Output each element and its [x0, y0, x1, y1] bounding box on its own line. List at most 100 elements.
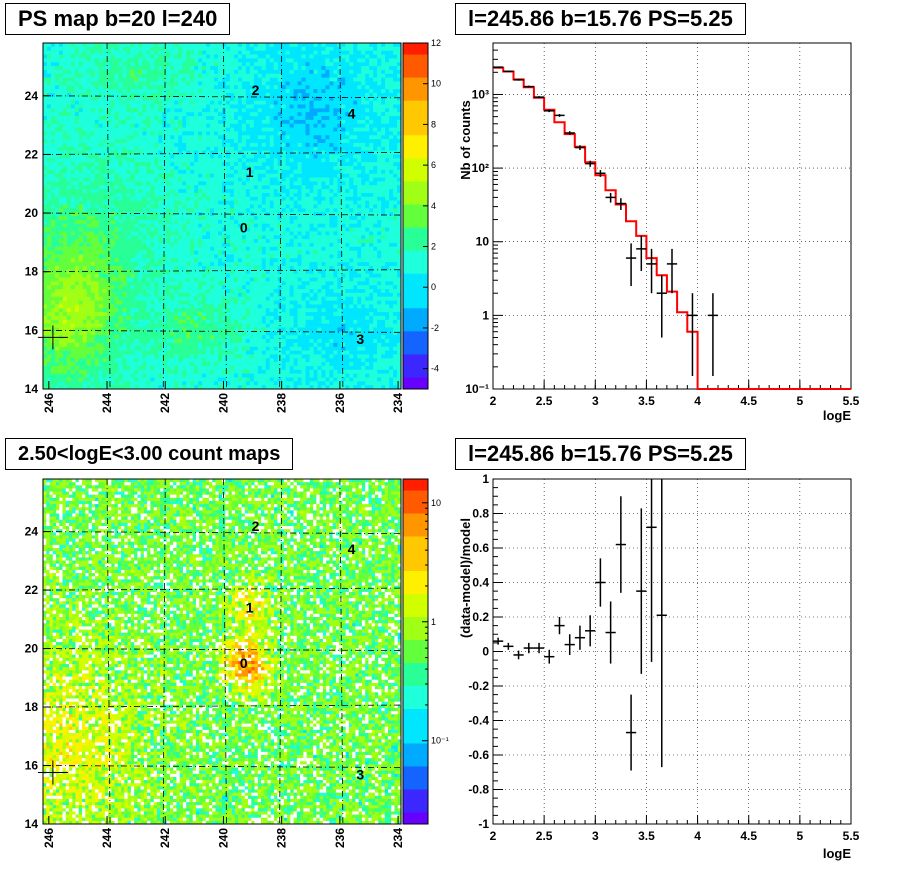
colorbar-step — [403, 732, 428, 744]
y-tick-label: 16 — [25, 759, 39, 773]
spectrum-ylabel: Nb of counts — [458, 100, 473, 179]
y-tick-label: 20 — [25, 206, 39, 220]
grid-line-l — [106, 478, 111, 825]
colorbar-step — [403, 204, 428, 217]
y-tick-label: 22 — [25, 147, 39, 161]
colorbar-label: 12 — [431, 38, 441, 48]
x-tick-label: 238 — [275, 828, 289, 848]
colorbar-step — [403, 743, 428, 756]
y-tick-label: -0.6 — [468, 748, 489, 762]
colorbar-label: 4 — [431, 201, 436, 211]
colorbar-step — [403, 89, 428, 102]
colorbar-step — [403, 169, 428, 182]
model-step-line — [493, 66, 851, 390]
colorbar-label: 6 — [431, 160, 436, 170]
x-tick-label: 3 — [592, 394, 599, 408]
colorbar-step — [403, 479, 428, 491]
colorbar-step — [403, 342, 428, 355]
x-tick-label: 4.5 — [740, 829, 757, 843]
ps-map-colorbar: 12 10 8 6 4 2 0 -2 -4 — [402, 38, 441, 390]
residual-ylabel: (data-model)/model — [458, 518, 473, 638]
x-tick-label: 4.5 — [740, 394, 757, 408]
y-tick-label: 18 — [25, 700, 39, 714]
colorbar-frame — [402, 478, 429, 825]
x-tick-label: 242 — [158, 828, 172, 848]
y-tick-label: -0.4 — [468, 714, 489, 728]
count-map-colorbar: 10 1 10⁻¹ — [402, 478, 449, 825]
residual-grid — [492, 478, 852, 825]
y-tick-label: 0.2 — [472, 610, 489, 624]
spectrum-xlabel: logE — [823, 408, 851, 423]
spectrum-title: l=245.86 b=15.76 PS=5.25 — [455, 3, 746, 35]
colorbar-step — [403, 674, 428, 687]
y-tick-label: 0 — [482, 645, 489, 659]
colorbar-step — [403, 513, 428, 526]
source-label-3: 3 — [356, 331, 364, 347]
colorbar-step — [403, 778, 428, 790]
x-tick-label: 234 — [391, 828, 405, 848]
colorbar-step — [403, 801, 428, 813]
colorbar-label: -4 — [431, 364, 439, 374]
residual-panel: 2 2.5 3 3.5 4 4.5 5 5.5 -1 -0.8 -0.6 -0.4 -0.2 0 0.2 0.… — [458, 472, 860, 861]
count-map-heatmap — [43, 479, 402, 825]
y-tick-label: 18 — [25, 265, 39, 279]
y-tick-label: 0.4 — [472, 576, 489, 590]
colorbar-step — [403, 377, 428, 390]
colorbar-label: 1 — [431, 617, 436, 627]
colorbar-step — [403, 227, 428, 240]
colorbar-step — [403, 617, 428, 629]
count-map-sources: 2 4 1 0 3 — [37, 518, 364, 785]
colorbar-step — [403, 697, 428, 710]
colorbar-step — [403, 216, 428, 229]
colorbar-step — [403, 536, 428, 549]
colorbar-step — [403, 812, 428, 825]
x-tick-label: 5.5 — [843, 829, 860, 843]
y-tick-label: -0.8 — [468, 783, 489, 797]
spectrum-axes: 2 2.5 3 3.5 4 4.5 5 5.5 10⁻¹ 1 10 10² 10³ — [465, 42, 860, 408]
x-tick-label: 4 — [694, 394, 701, 408]
colorbar-step — [403, 331, 428, 344]
y-tick-label: 20 — [25, 642, 39, 656]
colorbar-step — [403, 365, 428, 378]
colorbar-step — [403, 571, 428, 583]
x-tick-label: 244 — [100, 828, 114, 848]
x-tick-label: 3.5 — [638, 829, 655, 843]
x-tick-label: 2 — [490, 394, 497, 408]
y-tick-label: 24 — [25, 89, 39, 103]
spectrum-panel: 2 2.5 3 3.5 4 4.5 5 5.5 10⁻¹ 1 10 10² 10³ Nb of coun… — [458, 42, 860, 423]
x-tick-label: 2.5 — [536, 829, 553, 843]
colorbar-label: 10⁻¹ — [431, 736, 449, 746]
colorbar-step — [403, 262, 428, 275]
colorbar-label: 0 — [431, 282, 436, 292]
source-label-4: 4 — [348, 541, 356, 557]
ps-map-sources: 2 4 1 0 3 — [37, 82, 364, 350]
x-tick-label: 236 — [333, 393, 347, 413]
colorbar-step — [403, 250, 428, 263]
source-label-2: 2 — [252, 82, 260, 98]
ps-map-title: PS map b=20 l=240 — [5, 3, 231, 35]
colorbar-step — [403, 146, 428, 159]
colorbar-step — [403, 490, 428, 503]
count-map-grid — [42, 478, 402, 825]
colorbar-step — [403, 720, 428, 733]
y-tick-label: 16 — [25, 323, 39, 337]
ps-map-grid — [42, 42, 402, 390]
x-tick-label: 238 — [275, 393, 289, 413]
colorbar-step — [403, 628, 428, 641]
colorbar-label: 8 — [431, 119, 436, 129]
colorbar-step — [403, 709, 428, 721]
x-tick-label: 3.5 — [638, 394, 655, 408]
colorbar-step — [403, 640, 428, 652]
colorbar-step — [403, 308, 428, 321]
colorbar-frame — [402, 42, 429, 390]
x-tick-label: 234 — [391, 393, 405, 413]
x-tick-label: 236 — [333, 828, 347, 848]
x-tick-label: 2.5 — [536, 394, 553, 408]
colorbar-step — [403, 686, 428, 698]
colorbar-label: 10 — [431, 498, 441, 508]
y-tick-label: 14 — [25, 817, 39, 831]
